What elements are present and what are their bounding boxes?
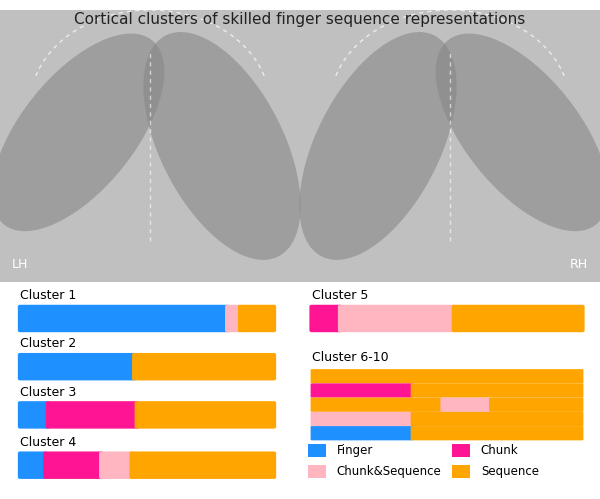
FancyBboxPatch shape [18, 452, 48, 479]
FancyBboxPatch shape [130, 452, 276, 479]
FancyBboxPatch shape [46, 401, 139, 429]
FancyBboxPatch shape [18, 305, 230, 332]
Text: LH: LH [12, 258, 28, 271]
FancyBboxPatch shape [43, 452, 104, 479]
Text: Cluster 1: Cluster 1 [20, 289, 76, 302]
FancyBboxPatch shape [410, 383, 583, 398]
FancyBboxPatch shape [489, 398, 583, 412]
Text: Sequence: Sequence [481, 465, 539, 478]
FancyBboxPatch shape [410, 426, 583, 440]
Ellipse shape [436, 33, 600, 231]
FancyBboxPatch shape [338, 305, 457, 332]
FancyBboxPatch shape [310, 305, 343, 332]
Ellipse shape [143, 32, 301, 260]
FancyBboxPatch shape [308, 465, 326, 478]
FancyBboxPatch shape [132, 353, 276, 380]
Text: Cluster 5: Cluster 5 [312, 289, 368, 302]
FancyBboxPatch shape [311, 426, 413, 440]
Text: Finger: Finger [337, 444, 373, 457]
Text: Cluster 2: Cluster 2 [20, 337, 76, 350]
FancyBboxPatch shape [311, 383, 413, 398]
FancyBboxPatch shape [99, 452, 134, 479]
Text: Chunk: Chunk [481, 444, 518, 457]
FancyBboxPatch shape [452, 465, 470, 478]
Ellipse shape [299, 32, 457, 260]
Text: RH: RH [570, 258, 588, 271]
FancyBboxPatch shape [18, 401, 50, 429]
FancyBboxPatch shape [311, 398, 443, 412]
FancyBboxPatch shape [452, 444, 470, 457]
FancyBboxPatch shape [410, 412, 583, 426]
FancyBboxPatch shape [308, 444, 326, 457]
Ellipse shape [0, 33, 164, 231]
FancyBboxPatch shape [18, 353, 137, 380]
Text: Chunk&Sequence: Chunk&Sequence [337, 465, 442, 478]
FancyBboxPatch shape [225, 305, 242, 332]
Text: Cluster 4: Cluster 4 [20, 436, 76, 449]
Text: Cluster 6-10: Cluster 6-10 [312, 351, 388, 364]
FancyBboxPatch shape [452, 305, 584, 332]
FancyBboxPatch shape [311, 412, 413, 426]
Text: Cortical clusters of skilled finger sequence representations: Cortical clusters of skilled finger sequ… [74, 12, 526, 27]
FancyBboxPatch shape [440, 398, 491, 412]
FancyBboxPatch shape [238, 305, 276, 332]
FancyBboxPatch shape [134, 401, 276, 429]
FancyBboxPatch shape [311, 369, 583, 383]
Text: Cluster 3: Cluster 3 [20, 386, 76, 399]
